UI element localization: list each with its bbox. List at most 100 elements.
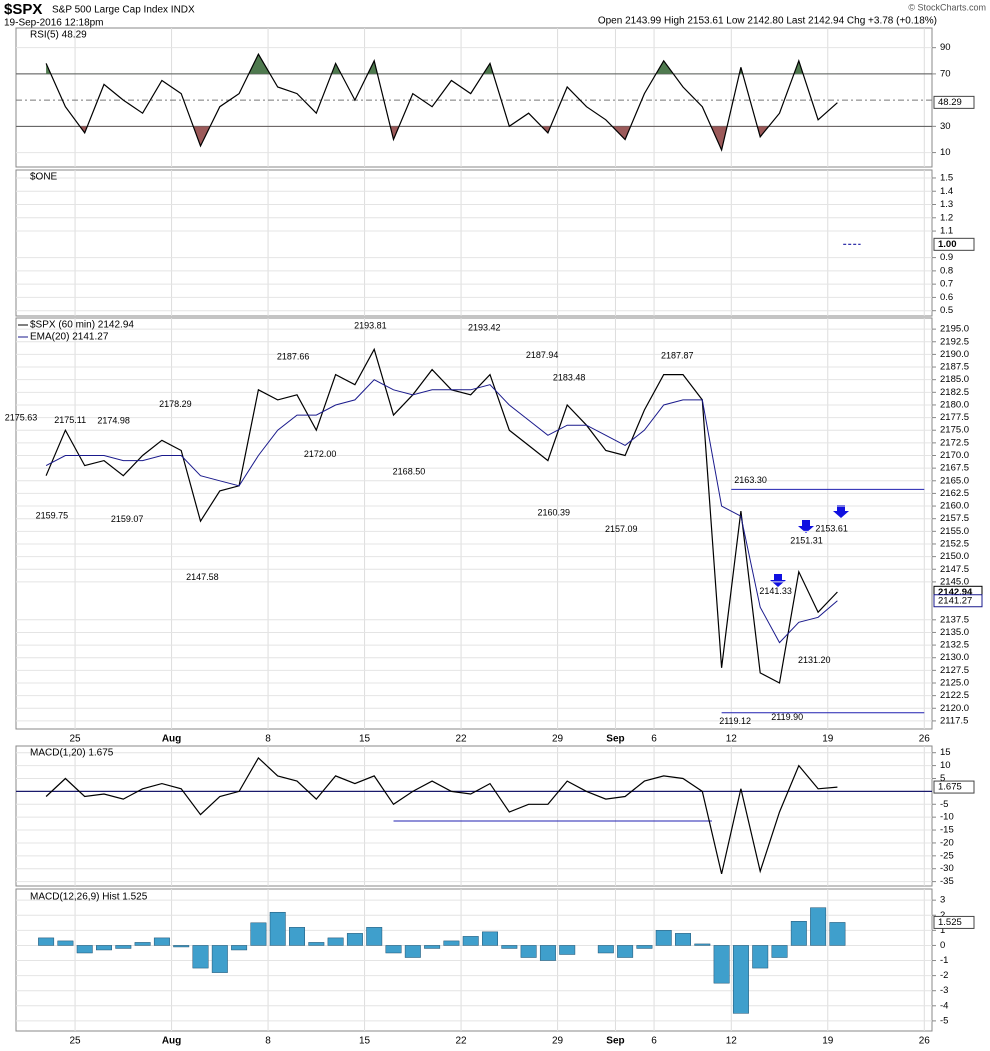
annotation: 2163.30 [734,475,767,485]
y-tick-label: 2122.5 [940,690,969,701]
x-tick-label: 15 [359,734,371,745]
y-tick-label: 1 [940,925,945,936]
y-tick-label: -3 [940,985,948,996]
band-fill [79,126,769,150]
y-tick-label: 2190.0 [940,349,969,360]
x-tick-label: 25 [69,734,81,745]
bar [539,945,556,961]
y-tick-label: 2135.0 [940,627,969,638]
bar [192,945,209,969]
bar [250,922,267,946]
bar [520,945,537,958]
annotation: 2187.87 [661,351,694,361]
bar [597,945,614,954]
last-box [933,915,975,929]
series-line [45,347,838,684]
y-tick-label: 2182.5 [940,387,969,398]
legend-label: $SPX (60 min) 2142.94 [30,320,134,331]
last-box [933,95,975,109]
bar [57,940,74,946]
x-tick-label: Aug [162,1036,181,1047]
x-tick-label: Sep [606,1036,624,1047]
annotation: 2174.98 [97,416,130,426]
y-tick-label: -5 [940,799,948,810]
y-tick-label: 2152.5 [940,538,969,549]
y-tick-label: 2120.0 [940,703,969,714]
annotation: 2183.48 [553,373,586,383]
x-tick-label: 15 [359,1036,371,1047]
y-tick-label: 1.4 [940,186,953,197]
legend-label: RSI(5) 48.29 [30,30,87,41]
bar [115,945,132,949]
y-tick-label: 3 [940,895,945,906]
bar [443,940,460,946]
index-name: S&P 500 Large Cap Index INDX [52,5,195,16]
bar [694,943,711,946]
legend-label: MACD(12,26,9) Hist 1.525 [30,892,148,903]
last-box [933,780,975,794]
bar [655,930,672,946]
series-line [45,379,838,644]
y-tick-label: -15 [940,825,954,836]
bar [732,945,749,1014]
x-tick-label: 19 [822,1036,834,1047]
annotation: 2159.75 [36,511,69,521]
y-tick-label: 0.9 [940,252,953,263]
y-tick-label: -20 [940,837,954,848]
annotation: 2141.33 [759,586,792,596]
x-tick-label: Aug [162,734,181,745]
y-tick-label: 2117.5 [940,715,968,726]
annotation: 2119.90 [771,712,803,722]
last-label: 1.00 [938,239,957,250]
bar [713,945,730,984]
x-tick-label: 22 [456,1036,468,1047]
annotation: 2157.09 [605,524,638,534]
y-tick-label: 15 [940,747,951,758]
annotation: 2178.29 [159,399,192,409]
panel-frame [15,317,933,730]
ohlc: Open 2143.99 High 2153.61 Low 2142.80 La… [598,16,937,27]
bar [153,937,170,946]
annotation: 2159.07 [111,514,144,524]
y-tick-label: 2187.5 [940,362,969,373]
x-tick-label: 26 [919,1036,931,1047]
annotation: 2193.81 [354,321,387,331]
legend-label: MACD(1,20) 1.675 [30,748,114,759]
y-tick-label: 2 [940,910,945,921]
y-tick-label: -5 [940,1015,948,1026]
bar [366,927,383,946]
bar [346,933,363,946]
y-tick-label: 2172.5 [940,437,969,448]
legend-label: $ONE [30,172,58,183]
last-box [933,594,983,608]
x-tick-label: 29 [552,734,564,745]
y-tick-label: 1.1 [940,226,953,237]
y-tick-label: 2150.0 [940,551,969,562]
y-tick-label: -4 [940,1000,948,1011]
y-tick-label: 2177.5 [940,412,969,423]
y-tick-label: 0 [940,940,945,951]
arrow [833,505,849,518]
last-label: 2142.94 [938,587,973,598]
bar [752,945,769,969]
y-tick-label: 5 [940,773,945,784]
bar [829,922,846,946]
bar [636,945,653,949]
y-tick-label: 90 [940,42,951,53]
bar [76,945,93,954]
y-tick-label: 1.5 [940,172,953,183]
y-tick-label: -35 [940,876,954,887]
y-tick-label: 2155.0 [940,526,969,537]
y-tick-label: -30 [940,863,954,874]
bar [38,937,55,946]
y-tick-label: -10 [940,812,954,823]
panel-frame [15,169,933,317]
annotation: 2168.50 [393,466,426,476]
annotation: 2193.42 [468,322,501,332]
x-tick-label: 8 [265,734,271,745]
x-tick-label: 12 [726,1036,738,1047]
annotation: 2151.31 [790,535,823,545]
y-tick-label: 0.8 [940,265,953,276]
annotation: 2187.94 [526,350,559,360]
